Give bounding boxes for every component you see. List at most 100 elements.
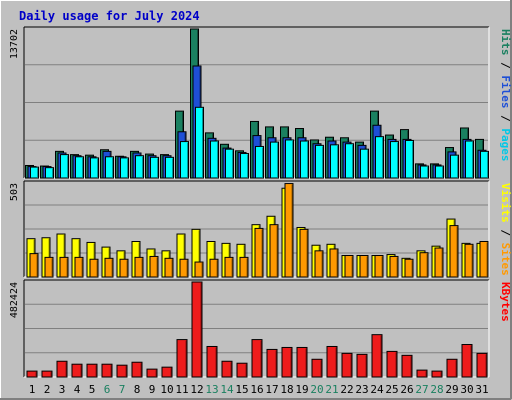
bar-kbytes-day-13: [206, 345, 218, 378]
bar-kbytes-day-20: [311, 358, 323, 378]
x-tick-label: 24: [370, 383, 384, 396]
bar-pages-day-18: [285, 139, 294, 179]
bar-sites-day-29: [449, 225, 459, 278]
x-tick-label: 16: [250, 383, 263, 396]
bar-sites-day-3: [59, 256, 69, 278]
bar-kbytes-day-3: [56, 360, 68, 378]
bar-kbytes-day-9: [146, 368, 158, 378]
x-tick-label: 15: [235, 383, 248, 396]
bar-pages-day-17: [270, 141, 279, 179]
bar-kbytes-day-11: [176, 339, 188, 378]
bar-pages-day-26: [405, 139, 414, 179]
bar-sites-day-28: [434, 247, 444, 278]
bar-kbytes-day-1: [26, 370, 38, 378]
bar-pages-day-28: [435, 165, 444, 179]
bar-sites-day-7: [119, 258, 129, 278]
x-tick-label: 12: [190, 383, 203, 396]
bar-sites-day-20: [314, 250, 324, 278]
bar-kbytes-day-4: [71, 363, 83, 378]
x-tick-label: 5: [89, 383, 96, 396]
bar-sites-day-6: [104, 257, 114, 278]
x-tick-label: 25: [385, 383, 398, 396]
bar-pages-day-10: [165, 156, 174, 179]
x-tick-label: 18: [280, 383, 293, 396]
bar-kbytes-day-7: [116, 364, 128, 378]
bar-pages-day-31: [480, 150, 489, 179]
bar-pages-day-27: [420, 165, 429, 179]
bar-sites-day-12: [194, 261, 204, 278]
bar-pages-day-24: [375, 136, 384, 179]
bar-kbytes-day-16: [251, 339, 263, 378]
bar-kbytes-day-15: [236, 362, 248, 378]
y-max-label-top: 13702: [9, 29, 20, 59]
bar-pages-day-14: [225, 148, 234, 179]
bar-kbytes-day-30: [461, 344, 473, 378]
bar-sites-day-11: [179, 258, 189, 278]
legend-entry: Visits: [499, 183, 512, 223]
bar-sites-day-8: [134, 256, 144, 278]
panel-top: 13702 Hits / Files / Pages: [9, 26, 512, 179]
bar-kbytes-day-25: [386, 350, 398, 378]
x-tick-label: 30: [460, 383, 473, 396]
x-tick-label: 20: [310, 383, 323, 396]
x-tick-label: 26: [400, 383, 413, 396]
y-max-label-bot: 482424: [9, 282, 20, 318]
bar-sites-day-26: [404, 258, 414, 278]
bar-pages-day-1: [30, 166, 39, 179]
bar-kbytes-day-23: [356, 353, 368, 378]
legend-entry: Files: [499, 75, 512, 108]
x-tick-label: 23: [355, 383, 368, 396]
x-tick-label: 27: [415, 383, 428, 396]
bar-pages-day-5: [90, 157, 99, 179]
bar-kbytes-day-6: [101, 363, 113, 378]
bar-kbytes-day-12: [191, 281, 203, 378]
bar-kbytes-day-8: [131, 361, 143, 378]
bar-sites-day-27: [419, 252, 429, 278]
bar-pages-day-13: [210, 140, 219, 179]
bar-sites-day-13: [209, 258, 219, 278]
bar-kbytes-day-24: [371, 334, 383, 378]
bar-pages-day-3: [60, 154, 69, 179]
bar-pages-day-9: [150, 156, 159, 179]
bar-kbytes-day-27: [416, 369, 428, 378]
legend-mid: Visits / Sites: [499, 183, 512, 276]
x-tick-label: 29: [445, 383, 458, 396]
bar-pages-day-6: [105, 156, 114, 179]
bar-pages-day-11: [180, 141, 189, 179]
legend-entry: KBytes: [499, 282, 512, 322]
bar-pages-day-23: [360, 148, 369, 179]
x-tick-label: 3: [59, 383, 66, 396]
bar-kbytes-day-21: [326, 345, 338, 378]
bar-pages-day-12: [195, 106, 204, 179]
x-tick-label: 14: [220, 383, 234, 396]
bar-kbytes-day-18: [281, 346, 293, 378]
bar-pages-day-29: [450, 154, 459, 179]
x-tick-label: 19: [295, 383, 308, 396]
bar-sites-day-1: [29, 253, 39, 278]
bar-sites-day-16: [254, 227, 264, 278]
bar-sites-day-18: [284, 183, 294, 278]
legend-bot: KBytes: [499, 282, 512, 322]
bar-sites-day-24: [374, 255, 384, 278]
legend-entry: Sites: [499, 243, 512, 276]
bar-sites-day-19: [299, 228, 309, 278]
bar-sites-day-22: [344, 255, 354, 278]
bar-pages-day-19: [300, 140, 309, 179]
bar-sites-day-23: [359, 255, 369, 278]
x-tick-label: 4: [74, 383, 81, 396]
bar-kbytes-day-31: [476, 352, 488, 378]
bar-kbytes-day-14: [221, 360, 233, 378]
legend-top: Hits / Files / Pages: [499, 29, 512, 162]
x-tick-label: 22: [340, 383, 353, 396]
bar-kbytes-day-10: [161, 366, 173, 378]
x-tick-label: 1: [29, 383, 36, 396]
bar-pages-day-25: [390, 141, 399, 179]
legend-entry: /: [499, 56, 512, 76]
x-tick-label: 28: [430, 383, 443, 396]
bar-pages-day-30: [465, 140, 474, 179]
bar-sites-day-31: [479, 240, 489, 278]
x-tick-label: 11: [175, 383, 188, 396]
x-tick-label: 31: [475, 383, 488, 396]
chart-title: Daily usage for July 2024: [19, 9, 200, 23]
